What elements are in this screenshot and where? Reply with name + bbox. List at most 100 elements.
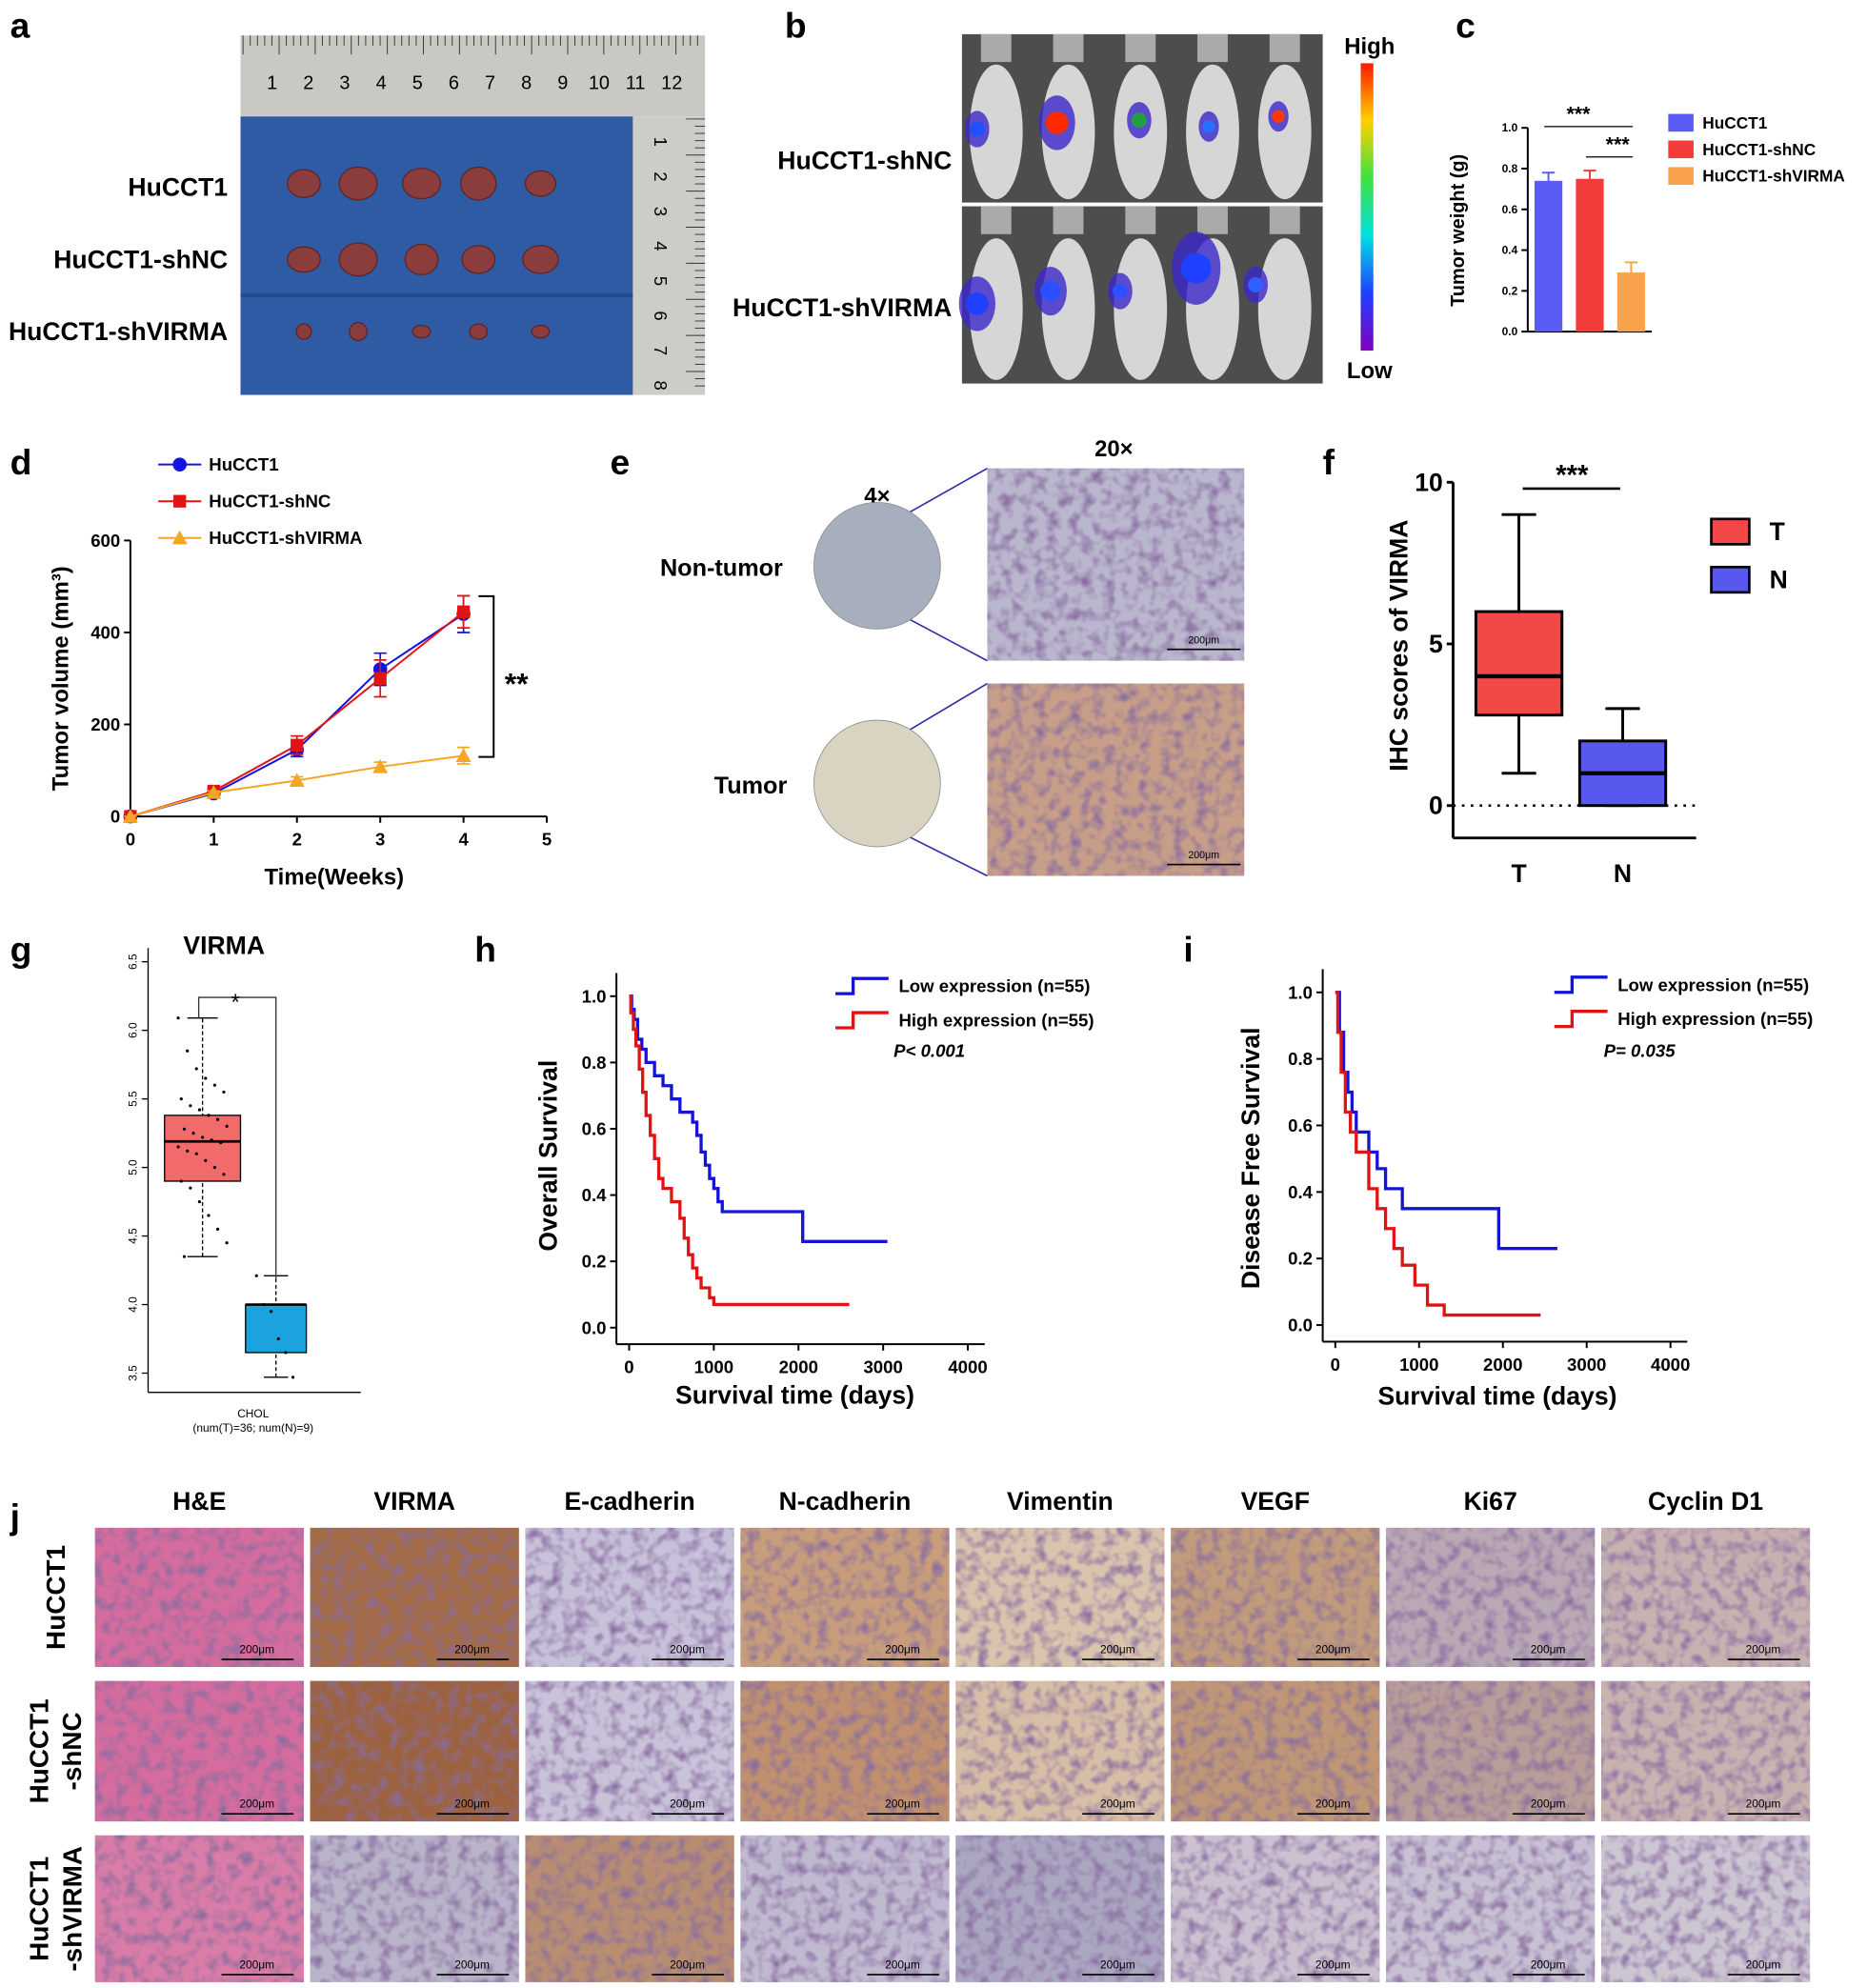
- y-tick-label: 1.0: [1502, 121, 1518, 134]
- x-tick-label: 5: [542, 829, 552, 849]
- micrograph-texture: [1600, 1835, 1811, 1982]
- x-axis-label: (num(T)=36; num(N)=9): [192, 1421, 313, 1435]
- marker: [456, 605, 471, 618]
- point: [179, 1179, 183, 1183]
- x-axis-label: Time(Weeks): [265, 864, 405, 890]
- panel-label: c: [1455, 6, 1476, 46]
- micrograph-texture: [740, 1680, 950, 1822]
- y-tick-label: 0.8: [1288, 1049, 1313, 1069]
- x-tick-label: 0: [624, 1357, 633, 1377]
- y-tick-label: 0.0: [1502, 325, 1518, 338]
- panel-label: e: [610, 442, 630, 482]
- scale-bar-label: 200μm: [239, 1642, 274, 1656]
- point: [197, 1108, 202, 1112]
- y-tick-label: 0.6: [1288, 1115, 1313, 1135]
- ruler-number: 8: [651, 380, 671, 390]
- point: [291, 1376, 295, 1379]
- panel-label: b: [785, 6, 807, 46]
- zoom-line: [908, 682, 988, 732]
- legend-line: [835, 1011, 889, 1030]
- signal: [965, 291, 989, 315]
- ruler-number: 10: [589, 73, 610, 94]
- scale-bar-label: 200μm: [670, 1642, 705, 1656]
- significance-bracket: [478, 594, 495, 758]
- scale-bar-label: 200μm: [1100, 1958, 1135, 1971]
- y-axis-label: Overall Survival: [533, 1060, 562, 1252]
- column-header: N-cadherin: [779, 1487, 912, 1516]
- tumor: [349, 322, 369, 342]
- scale-bar-label: 200μm: [239, 1958, 274, 1971]
- row-label: HuCCT1: [25, 1857, 54, 1961]
- y-tick-label: 5.0: [127, 1159, 140, 1175]
- point: [186, 1149, 190, 1153]
- box: [164, 1114, 242, 1182]
- point: [194, 1067, 198, 1071]
- x-axis-label: Survival time (days): [1377, 1382, 1616, 1411]
- y-axis-label: Disease Free Survival: [1236, 1028, 1265, 1290]
- legend-label: Low expression (n=55): [898, 976, 1090, 996]
- legend-label: HuCCT1-shVIRMA: [209, 528, 362, 548]
- scale-bar-label: 200μm: [1100, 1797, 1135, 1811]
- legend-swatch: [1668, 140, 1694, 159]
- micrograph-texture: [1600, 1527, 1811, 1668]
- error-bar: [1541, 171, 1556, 181]
- column-header: E-cadherin: [564, 1487, 694, 1516]
- scale-bar-label: 200μm: [1100, 1642, 1135, 1656]
- point: [222, 1173, 226, 1176]
- ruler-number: 2: [303, 73, 313, 94]
- significance: **: [505, 667, 529, 701]
- legend-line: [1554, 1010, 1608, 1029]
- point: [215, 1117, 220, 1121]
- micrograph-texture: [1386, 1835, 1596, 1982]
- micrograph-texture: [955, 1680, 1165, 1822]
- tumor: [531, 324, 551, 339]
- x-tick-label: 4000: [948, 1357, 987, 1377]
- marker: [289, 773, 305, 788]
- bar: [1616, 272, 1646, 332]
- micrograph-texture: [987, 683, 1245, 876]
- y-tick-label: 0: [110, 807, 120, 827]
- y-tick-label: 0: [1429, 792, 1443, 820]
- row-label: HuCCT1: [25, 1698, 54, 1803]
- scale-label: Low: [1347, 358, 1393, 384]
- y-tick-label: 200: [90, 714, 120, 734]
- nose-cone: [1053, 33, 1084, 63]
- point: [212, 1083, 216, 1087]
- x-tick-label: 1000: [1399, 1355, 1438, 1375]
- x-tick-label: 0: [1331, 1355, 1340, 1375]
- nose-cone: [980, 33, 1012, 63]
- micrograph-texture: [955, 1835, 1165, 1982]
- scale-bar-label: 200μm: [1531, 1642, 1566, 1656]
- tumor: [460, 166, 497, 201]
- point: [284, 1351, 288, 1355]
- x-axis-label: CHOL: [237, 1407, 270, 1420]
- panel-label: i: [1183, 930, 1193, 970]
- scale-bar-label: 200μm: [1315, 1797, 1351, 1811]
- legend-swatch: [1668, 167, 1694, 186]
- y-tick-label: 1.0: [1288, 982, 1313, 1002]
- scale-bar-label: 200μm: [1188, 634, 1219, 646]
- scale-bar-label: 200μm: [1188, 850, 1219, 861]
- y-tick-label: 0.4: [582, 1185, 608, 1205]
- nose-cone: [980, 206, 1012, 234]
- chart-title: VIRMA: [183, 932, 265, 960]
- x-tick-label: 3: [375, 829, 385, 849]
- point: [176, 1016, 180, 1020]
- nose-cone: [1269, 206, 1300, 234]
- signal: [1040, 280, 1061, 302]
- box: [245, 1303, 308, 1354]
- scale-bar-label: 200μm: [454, 1797, 490, 1811]
- point: [179, 1097, 183, 1101]
- x-tick-label: 2000: [1483, 1355, 1522, 1375]
- scale-bar-label: 200μm: [670, 1958, 705, 1971]
- column-header: Cyclin D1: [1648, 1487, 1763, 1516]
- signal: [1045, 110, 1069, 134]
- point: [182, 1127, 187, 1131]
- survival-curve: [629, 994, 888, 1243]
- mouse: [1257, 64, 1312, 200]
- tumor: [401, 168, 442, 200]
- nose-cone: [1197, 206, 1228, 234]
- y-tick-label: 4.5: [127, 1228, 140, 1244]
- significance: ***: [1567, 103, 1592, 126]
- survival-curve: [1335, 991, 1557, 1251]
